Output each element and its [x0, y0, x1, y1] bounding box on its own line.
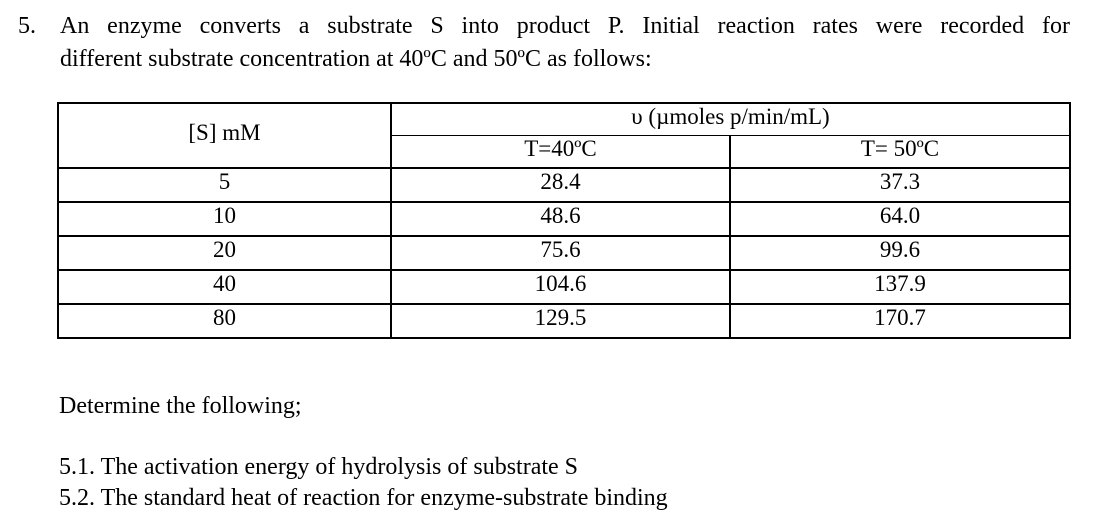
question-number: 5. [18, 13, 36, 39]
subquestion-list: 5.1. The activation energy of hydrolysis… [59, 452, 668, 514]
reaction-rate-header: υ (µmoles p/min/mL) [390, 102, 1071, 136]
substrate-cell: 10 [57, 201, 392, 236]
rate-40-cell: 28.4 [390, 167, 731, 202]
rate-50-cell: 170.7 [729, 303, 1071, 339]
substrate-concentration-header: [S] mM [57, 102, 392, 168]
temperature-50-header: T= 50ºC [729, 135, 1071, 168]
rate-50-cell: 99.6 [729, 235, 1071, 270]
subquestion-5-1: 5.1. The activation energy of hydrolysis… [59, 454, 579, 480]
substrate-cell: 80 [57, 303, 392, 339]
table-row: 10 48.6 64.0 [57, 201, 1071, 236]
rate-data-table: [S] mM υ (µmoles p/min/mL) T=40ºC T= 50º… [57, 102, 1071, 339]
rate-40-cell: 75.6 [390, 235, 731, 270]
substrate-cell: 40 [57, 269, 392, 304]
table-row: 20 75.6 99.6 [57, 235, 1071, 270]
substrate-cell: 5 [57, 167, 392, 202]
table-row: 5 28.4 37.3 [57, 167, 1071, 202]
question-stem-line-1: An enzyme converts a substrate S into pr… [60, 13, 1070, 39]
table-row: 80 129.5 170.7 [57, 303, 1071, 339]
rate-40-cell: 104.6 [390, 269, 731, 304]
rate-40-cell: 48.6 [390, 201, 731, 236]
instruction-text: Determine the following; [59, 393, 302, 419]
rate-50-cell: 37.3 [729, 167, 1071, 202]
table-header-row: [S] mM υ (µmoles p/min/mL) [57, 102, 1071, 168]
question-stem-line-2: different substrate concentration at 40º… [60, 46, 652, 72]
substrate-cell: 20 [57, 235, 392, 270]
rate-50-cell: 137.9 [729, 269, 1071, 304]
table-row: 40 104.6 137.9 [57, 269, 1071, 304]
question-stem: An enzyme converts a substrate S into pr… [60, 10, 1070, 76]
table-subheader-row: T=40ºC T= 50ºC [58, 135, 1071, 168]
temperature-40-header: T=40ºC [390, 135, 731, 168]
rate-40-cell: 129.5 [390, 303, 731, 339]
rate-50-cell: 64.0 [729, 201, 1071, 236]
subquestion-5-2: 5.2. The standard heat of reaction for e… [59, 485, 668, 511]
